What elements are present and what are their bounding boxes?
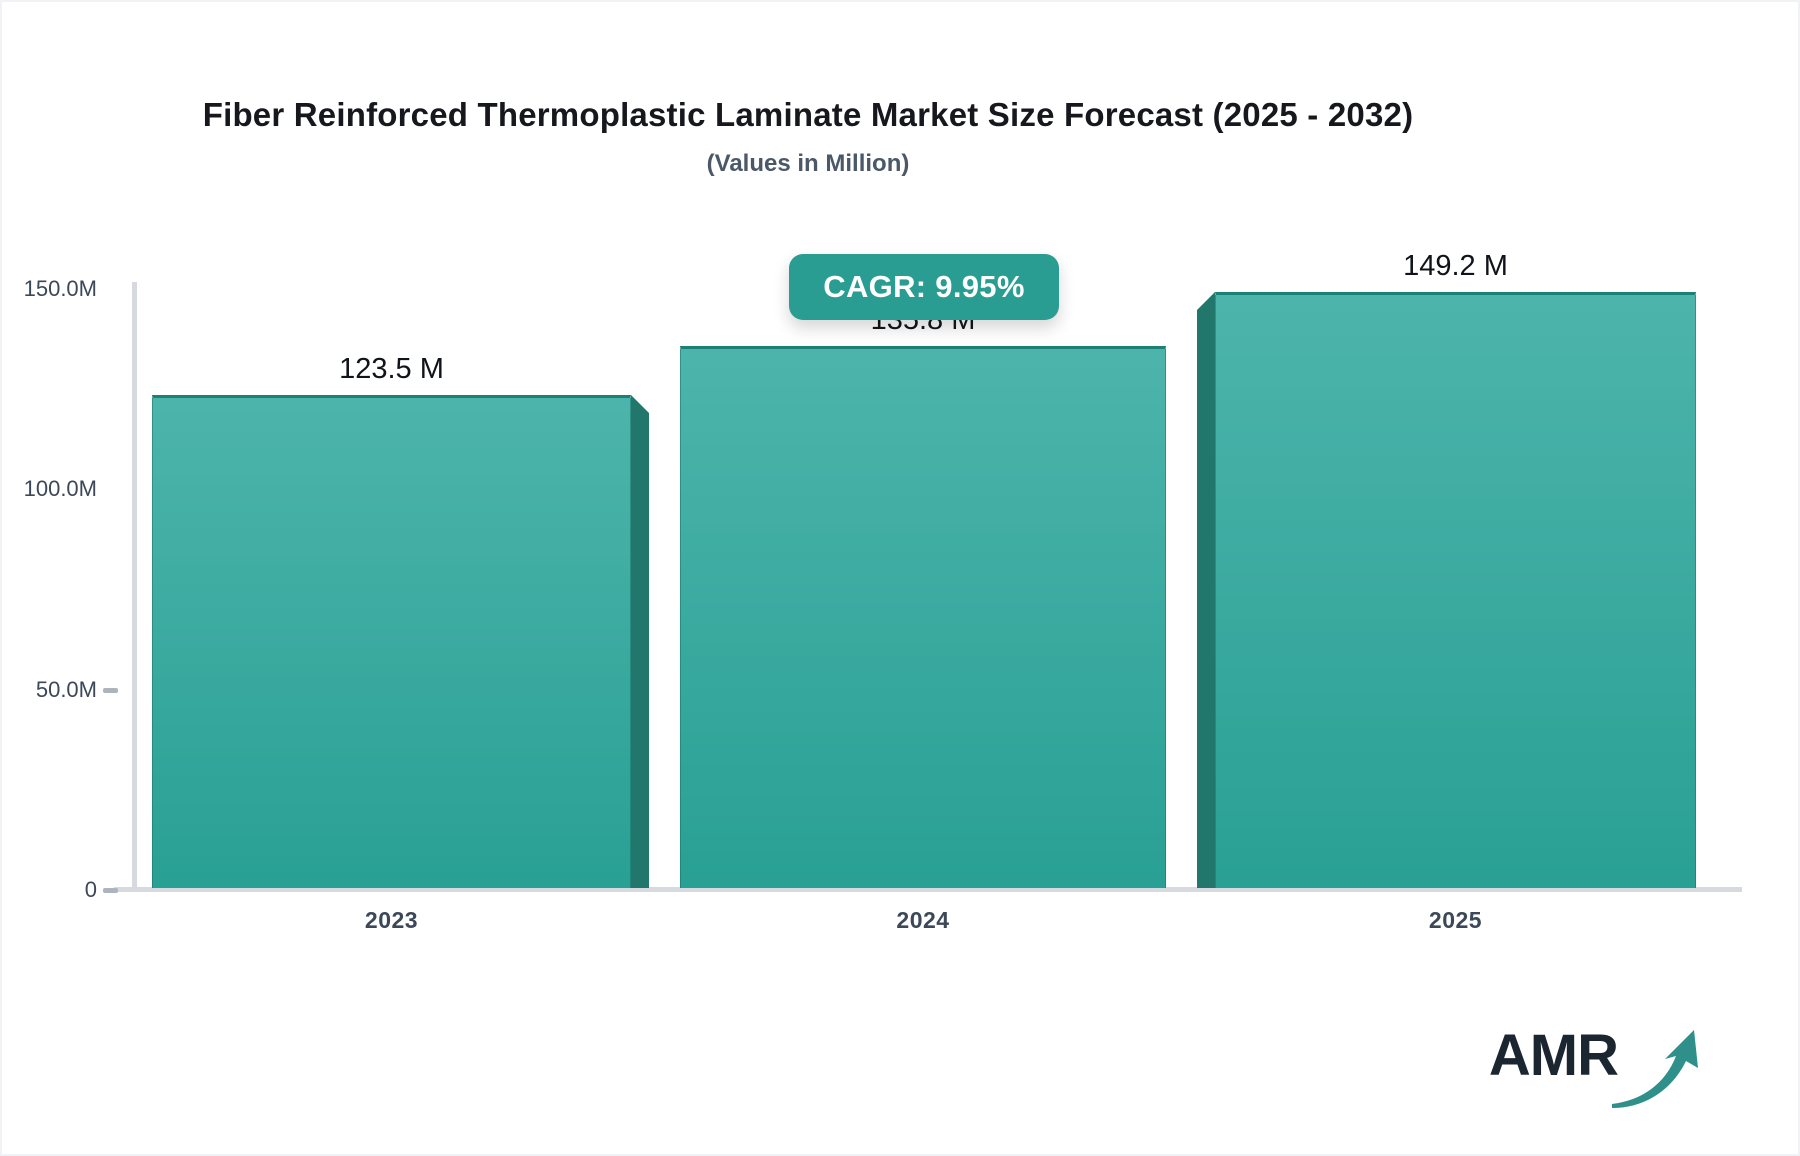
- cagr-badge: CAGR: 9.95%: [789, 254, 1059, 320]
- y-axis-tick-label: 0: [84, 877, 97, 902]
- x-axis-label-2023: 2023: [364, 907, 419, 933]
- y-axis-line: [132, 282, 137, 890]
- chart-title: Fiber Reinforced Thermoplastic Laminate …: [202, 96, 1414, 133]
- x-axis-line: [114, 887, 1742, 892]
- bar-3d-side: [631, 395, 649, 888]
- y-axis-tick-mark: [103, 888, 118, 893]
- x-axis-label-2025: 2025: [1428, 907, 1483, 933]
- cagr-badge-label: CAGR: 9.95%: [823, 269, 1025, 304]
- brand-logo: AMR: [1489, 1020, 1702, 1117]
- bar-value-label: 123.5 M: [339, 353, 444, 385]
- bar-3d-side: [1197, 292, 1215, 888]
- y-axis-tick-label: 150.0M: [23, 276, 97, 301]
- bar-2025[interactable]: [1215, 292, 1696, 888]
- chart-subtitle: (Values in Million): [706, 150, 910, 177]
- y-axis-tick-label: 100.0M: [23, 476, 97, 501]
- y-axis-tick-mark: [103, 688, 118, 693]
- bar-2023[interactable]: [152, 395, 631, 888]
- bar-2024[interactable]: [680, 346, 1166, 888]
- y-axis-tick-label: 50.0M: [35, 677, 97, 702]
- bar-value-label: 149.2 M: [1403, 250, 1508, 282]
- x-axis-label-2024: 2024: [896, 907, 950, 933]
- growth-arrow-icon: [1610, 1028, 1702, 1117]
- brand-logo-text: AMR: [1488, 1023, 1619, 1088]
